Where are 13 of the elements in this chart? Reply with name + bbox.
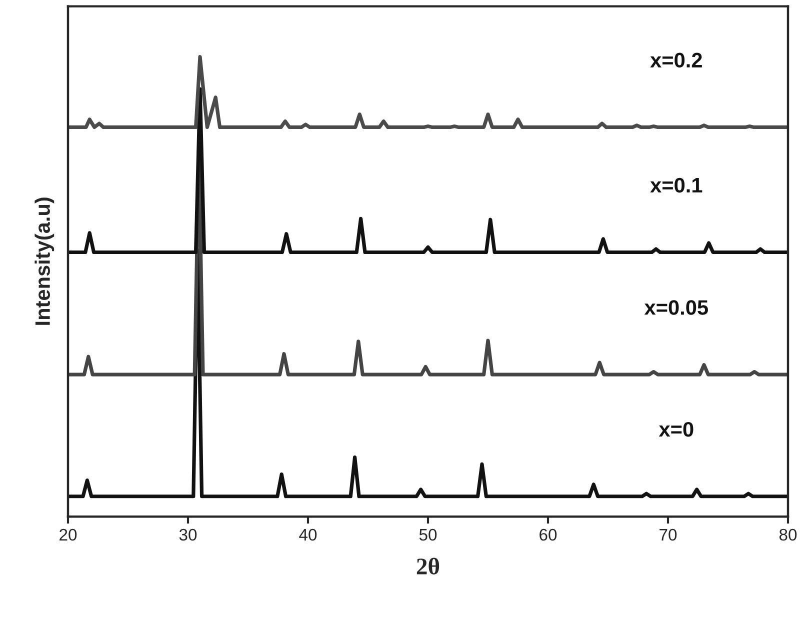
text: x=0.1 [650, 178, 702, 193]
text: x=0.05 [644, 300, 708, 315]
x-tick-label: 80 [779, 528, 797, 541]
x-tick-label: 30 [179, 528, 197, 541]
x-tick-label: 50 [419, 528, 437, 541]
x-tick-label: 70 [660, 528, 677, 541]
text: x=0.2 [650, 52, 702, 68]
x-tick-label: 60 [540, 528, 557, 541]
x-tick-label: 40 [299, 528, 317, 541]
text: x=0 [658, 422, 694, 437]
x-axis-title: 2θ [416, 558, 440, 574]
y-axis-title: Intensity(a.u) [34, 198, 54, 325]
x-tick-label: 20 [60, 528, 77, 541]
